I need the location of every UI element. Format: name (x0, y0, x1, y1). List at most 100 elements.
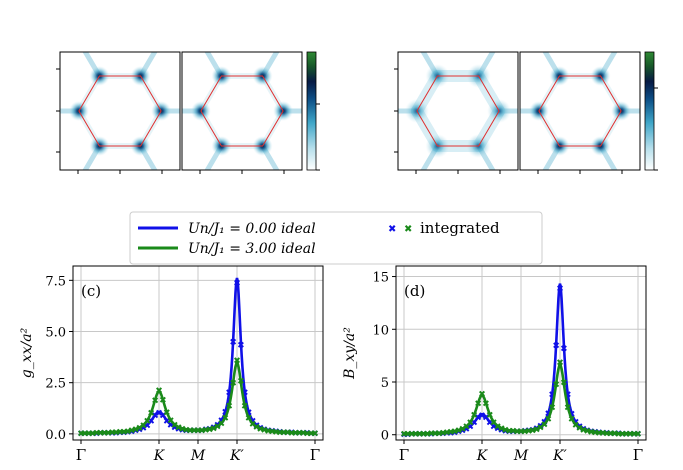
plot-d-series-1-marker-6: ✖ (424, 430, 432, 440)
legend-marker-green: ✖ (404, 224, 412, 235)
plot-c-series-1-marker-22: ✖ (163, 409, 171, 419)
plot-d-series-0-marker-39: ✖ (552, 342, 560, 352)
plot-d-series-0-marker-43: ✖ (568, 410, 576, 420)
plot-d-series-1-marker-46: ✖ (580, 426, 588, 436)
plot-c-ytick-label-3: 7.5 (45, 274, 66, 289)
heatmap-a-xaxis (77, 170, 285, 174)
plot-d-series-0-marker-2: ✖ (408, 430, 416, 440)
plot-c-series-1-marker-6: ✖ (101, 429, 109, 439)
plot-c-series-1-marker-44: ✖ (249, 420, 257, 430)
plot-d-series-0-marker-5: ✖ (420, 430, 428, 440)
plot-d-series-1-marker-2: ✖ (408, 430, 416, 440)
plot-d-series-1-marker-57: ✖ (623, 430, 631, 440)
plot-c-xtick-label-0: Γ (76, 446, 86, 464)
plot-d-series-0-marker-56: ✖ (619, 430, 627, 440)
plot-c-series-0-marker-39: ✖ (229, 338, 237, 348)
plot-c-series-1-marker-41: ✖ (237, 377, 245, 387)
legend-label-0: Un/J₁ = 0.00 ideal (188, 221, 316, 237)
colorbar-a (306, 51, 317, 171)
plot-d-series-0-marker-25: ✖ (498, 426, 506, 436)
plot-d-series-1-marker-23: ✖ (490, 418, 498, 428)
heatmap-b-ideal (520, 52, 640, 170)
plot-c-series-0-marker-56: ✖ (296, 429, 304, 439)
plot-c-series-1-marker-31: ✖ (198, 426, 206, 436)
plot-d-xtick-label-1: K (476, 448, 489, 464)
plot-c-series-0-marker-58: ✖ (303, 429, 311, 439)
plot-d-series-0-marker-8: ✖ (431, 430, 439, 440)
plot-c-series-1-marker-15: ✖ (136, 424, 144, 434)
plot-d-series-1-marker-50: ✖ (595, 429, 603, 439)
plot-d-series-0-marker-40: ✖ (556, 285, 564, 295)
plot-c-series-1-marker-28: ✖ (186, 426, 194, 436)
plot-d-series-1-marker-20: ✖ (478, 390, 486, 400)
plot-c-series-0-marker-22: ✖ (163, 417, 171, 427)
plot-d-series-1-marker-45: ✖ (576, 424, 584, 434)
plot-d-ytick-label-3: 15 (372, 271, 389, 286)
plot-c-series-1-marker-57: ✖ (300, 429, 308, 439)
plot-c-series-0-marker-59: ✖ (307, 429, 315, 439)
plot-c-series-1-marker-26: ✖ (179, 425, 187, 435)
plot-d-series-0-marker-19: ✖ (474, 414, 482, 424)
plot-c-series-0-marker-42: ✖ (241, 389, 249, 399)
plot-c-series-1-marker-45: ✖ (253, 423, 261, 433)
plot-d-series-0-marker-9: ✖ (435, 430, 443, 440)
plot-c-series-1-marker-48: ✖ (264, 427, 272, 437)
plot-d-series-1-marker-51: ✖ (599, 429, 607, 439)
plot-d-series-1-marker-12: ✖ (447, 428, 455, 438)
plot-c-series-0-marker-41: ✖ (237, 341, 245, 351)
plot-d-series-1-marker-48: ✖ (587, 428, 595, 438)
plot-c-series-0-marker-12: ✖ (124, 428, 132, 438)
heatmap-b-integrated-brillouin-zone (416, 75, 500, 147)
plot-c-series-1-marker-58: ✖ (303, 429, 311, 439)
plot-c-series-1-marker-30: ✖ (194, 427, 202, 437)
plot-d-series-0-marker-60: ✖ (634, 430, 642, 440)
plot-d-series-0-marker-6: ✖ (424, 430, 432, 440)
plot-c-series-1-marker-39: ✖ (229, 379, 237, 389)
plot-c-series-1-marker-17: ✖ (144, 417, 152, 427)
plot-c-series-1-marker-27: ✖ (183, 426, 191, 436)
plot-d-series-0-marker-27: ✖ (506, 427, 514, 437)
plot-d-series-0-marker-10: ✖ (439, 429, 447, 439)
plot-c-series-0-marker-13: ✖ (128, 427, 136, 437)
plot-c-series-0-marker-18: ✖ (147, 417, 155, 427)
heatmap-a-ideal-brillouin-zone (200, 75, 284, 147)
plot-c-series-0-marker-60: ✖ (311, 429, 319, 439)
plot-c-series-0-marker-37: ✖ (222, 408, 230, 418)
plot-c-series-0-marker-23: ✖ (167, 421, 175, 431)
plot-d-ytick-label-0: 0 (381, 429, 389, 444)
plot-c-series-1-marker-43: ✖ (245, 414, 253, 424)
plot-d-series-0-marker-29: ✖ (513, 428, 521, 438)
plot-c-series-0-marker-29: ✖ (190, 427, 198, 437)
plot-c-series-0-marker-16: ✖ (140, 424, 148, 434)
plot-c-series-0-marker-2: ✖ (85, 429, 93, 439)
plot-d-xtick-label-3: K′ (552, 448, 567, 464)
plot-c-series-0-marker-40: ✖ (233, 279, 241, 289)
plot-c-series-1-marker-46: ✖ (257, 425, 265, 435)
plot-d-series-0-marker-42: ✖ (564, 391, 572, 401)
plot-d-series-0-marker-38: ✖ (548, 391, 556, 401)
plot-d-series-0-marker-20: ✖ (478, 411, 486, 421)
plot-d-series-0-marker-31: ✖ (521, 427, 529, 437)
plot-c-series-1-marker-16: ✖ (140, 421, 148, 431)
plot-c-xtick-label-4: Γ (310, 446, 320, 464)
plot-c-series-1-marker-53: ✖ (284, 429, 292, 439)
plot-d-series-0-marker-58: ✖ (626, 430, 634, 440)
plot-d-series-1-marker-56: ✖ (619, 430, 627, 440)
plot-d-series-1-marker-49: ✖ (591, 428, 599, 438)
plot-c-series-0-marker-20: ✖ (155, 409, 163, 419)
plot-c-series-1-marker-40: ✖ (233, 356, 241, 366)
plot-c: Γ K M K′ Γ0.02.55.07.5✖✖✖✖✖✖✖✖✖✖✖✖✖✖✖✖✖✖✖✖✖✖… (19, 265, 324, 464)
plot-c-series-1-marker-18: ✖ (147, 409, 155, 419)
plot-c-series-1-marker-23: ✖ (167, 417, 175, 427)
plot-d-series-1-marker-58: ✖ (626, 430, 634, 440)
plot-d-series-1-marker-38: ✖ (548, 403, 556, 413)
plot-d-series-1-marker-4: ✖ (416, 430, 424, 440)
plot-d-series-1-marker-55: ✖ (615, 430, 623, 440)
plot-d-series-1-line (403, 362, 639, 436)
plot-c-series-1-marker-7: ✖ (105, 429, 113, 439)
plot-c-series-0-marker-1: ✖ (81, 429, 89, 439)
plot-d-series-1-marker-52: ✖ (603, 429, 611, 439)
plot-d-series-1-marker-44: ✖ (572, 421, 580, 431)
plot-d-series-1-marker-25: ✖ (498, 425, 506, 435)
plot-d-panel-label: (d) (404, 282, 425, 300)
